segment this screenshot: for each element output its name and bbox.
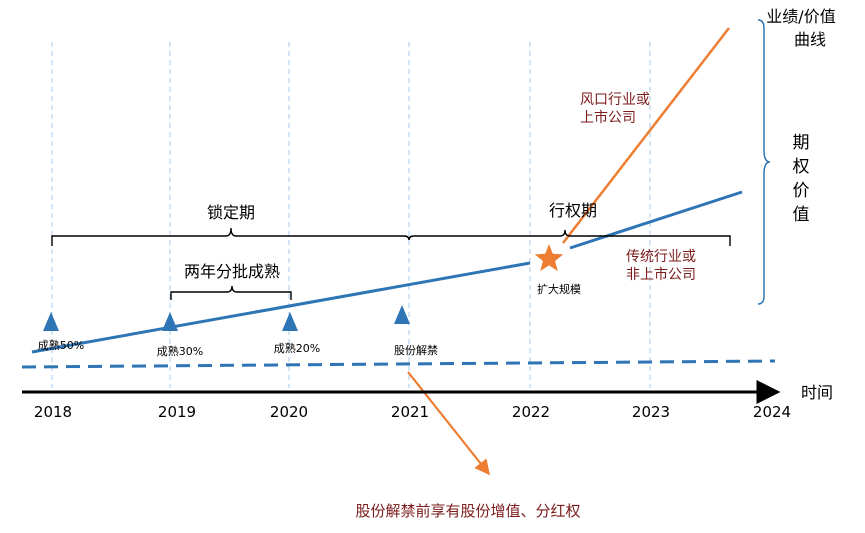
footnote-arrow xyxy=(407,371,490,476)
vesting-brace xyxy=(170,285,292,300)
milestone-triangle-2021 xyxy=(394,305,410,324)
value-line-segment-2 xyxy=(569,190,743,250)
lock-period-label: 锁定期 xyxy=(207,203,255,222)
milestone-triangle-2018 xyxy=(43,312,59,331)
milestone-label-2018: 成熟50% xyxy=(38,338,84,352)
option-value-char-4: 值 xyxy=(793,205,810,225)
traditional-label-line2: 非上市公司 xyxy=(626,266,696,283)
option-value-char-3: 价 xyxy=(793,181,810,201)
year-label-2024: 2024 xyxy=(753,403,791,421)
hot-industry-label-line1: 风口行业或 xyxy=(580,92,650,108)
exercise-period-label: 行权期 xyxy=(549,201,597,220)
year-label-2019: 2019 xyxy=(158,403,196,421)
footnote-text: 股份解禁前享有股份增值、分红权 xyxy=(355,502,580,520)
curve-label-line1: 业绩/价值 xyxy=(766,7,835,26)
hot-industry-line xyxy=(562,27,730,244)
milestone-triangle-2020 xyxy=(282,312,298,331)
year-label-2021: 2021 xyxy=(391,403,429,421)
expansion-star-icon xyxy=(534,244,564,272)
value-bracket xyxy=(757,19,771,305)
year-label-2023: 2023 xyxy=(632,403,670,421)
traditional-label-line1: 传统行业或 xyxy=(626,249,696,265)
value-line-segment-1 xyxy=(31,261,531,354)
baseline-dashed xyxy=(21,359,776,369)
milestone-triangle-2019 xyxy=(162,312,178,331)
hot-industry-label-line2: 上市公司 xyxy=(580,109,636,126)
curve-label-line2: 曲线 xyxy=(794,30,826,49)
year-label-2020: 2020 xyxy=(270,403,308,421)
period-brace xyxy=(51,227,731,246)
option-value-label: 期 权 价 值 xyxy=(793,133,810,225)
time-axis-label: 时间 xyxy=(801,383,833,402)
milestone-label-2019: 成熟30% xyxy=(157,344,203,358)
option-value-char-2: 权 xyxy=(793,157,810,177)
milestone-labels: 成熟50% 成熟30% 成熟20% 股份解禁 xyxy=(38,338,438,358)
year-label-2018: 2018 xyxy=(34,403,72,421)
option-value-char-1: 期 xyxy=(793,133,810,153)
milestone-label-2021: 股份解禁 xyxy=(394,343,438,357)
milestone-label-2020: 成熟20% xyxy=(274,341,320,355)
milestone-markers xyxy=(43,305,410,331)
star-label: 扩大规模 xyxy=(537,282,581,296)
year-labels: 2018 2019 2020 2021 2022 2023 2024 xyxy=(34,403,791,421)
vesting-label: 两年分批成熟 xyxy=(184,262,280,281)
year-label-2022: 2022 xyxy=(512,403,550,421)
